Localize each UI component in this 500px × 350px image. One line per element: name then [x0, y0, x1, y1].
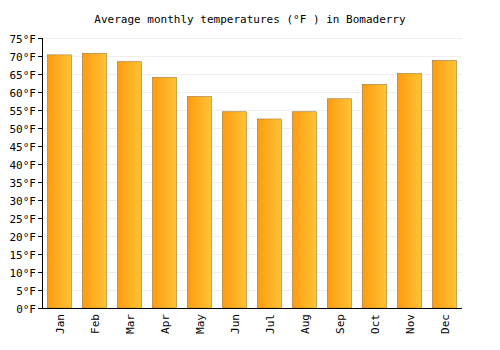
- tick-label: 55°F: [10, 105, 37, 118]
- tick-mark: [38, 236, 42, 237]
- tick-mark: [38, 164, 42, 165]
- bar-shade: [118, 62, 142, 308]
- tick-mark: [38, 254, 42, 255]
- y-axis: [42, 38, 43, 308]
- tick-mark: [38, 218, 42, 219]
- category-label: Oct: [369, 314, 382, 334]
- bar: [433, 61, 457, 308]
- tick-mark: [38, 182, 42, 183]
- category-label: Nov: [404, 314, 417, 334]
- bars: [48, 53, 457, 308]
- bar: [293, 112, 317, 308]
- tick-mark: [38, 272, 42, 273]
- category-label: Mar: [124, 314, 137, 334]
- category-label: Feb: [89, 314, 102, 334]
- tick-mark: [38, 56, 42, 57]
- tick-mark: [38, 146, 42, 147]
- tick-mark: [38, 74, 42, 75]
- bar: [83, 53, 107, 308]
- category-label: Aug: [299, 314, 312, 334]
- tick-label: 5°F: [16, 285, 36, 298]
- bar-shade: [363, 84, 387, 308]
- x-axis: [42, 308, 462, 309]
- category-label: Sep: [334, 314, 347, 334]
- tick-label: 15°F: [10, 249, 37, 262]
- bar: [153, 78, 177, 308]
- bar: [223, 112, 247, 308]
- bar: [48, 55, 72, 308]
- tick-label: 25°F: [10, 213, 37, 226]
- tick-label: 40°F: [10, 159, 37, 172]
- category-label: Jul: [264, 314, 277, 334]
- bar: [328, 99, 352, 308]
- bar-shade: [328, 99, 352, 308]
- tick-label: 75°F: [10, 33, 37, 46]
- tick-label: 35°F: [10, 177, 37, 190]
- tick-mark: [38, 110, 42, 111]
- category-label: Apr: [159, 314, 172, 334]
- tick-label: 45°F: [10, 141, 37, 154]
- tick-mark: [38, 128, 42, 129]
- tick-mark: [38, 308, 42, 309]
- category-label: Dec: [439, 314, 452, 334]
- grid-line: [42, 308, 462, 309]
- bar-shade: [293, 112, 317, 308]
- tick-label: 20°F: [10, 231, 37, 244]
- tick-mark: [38, 290, 42, 291]
- bar-shade: [223, 112, 247, 308]
- bar-shade: [83, 53, 107, 308]
- category-label: Jun: [229, 314, 242, 334]
- tick-mark: [38, 38, 42, 39]
- tick-label: 30°F: [10, 195, 37, 208]
- chart: Average monthly temperatures (°F ) in Bo…: [0, 0, 500, 350]
- bar: [188, 97, 212, 308]
- tick-mark: [38, 92, 42, 93]
- tick-mark: [38, 200, 42, 201]
- bar: [398, 74, 422, 308]
- category-label: Jan: [54, 314, 67, 334]
- bar-shade: [153, 78, 177, 308]
- bar-shade: [188, 97, 212, 308]
- grid-line: [42, 38, 462, 39]
- bar: [363, 84, 387, 308]
- tick-label: 0°F: [16, 303, 36, 316]
- bar-shade: [48, 55, 72, 308]
- tick-label: 60°F: [10, 87, 37, 100]
- bar-shade: [433, 61, 457, 308]
- bar-shade: [398, 74, 422, 308]
- tick-label: 50°F: [10, 123, 37, 136]
- bar-shade: [258, 119, 282, 308]
- bar: [118, 62, 142, 308]
- tick-label: 65°F: [10, 69, 37, 82]
- title: Average monthly temperatures (°F ) in Bo…: [94, 13, 406, 26]
- category-label: May: [194, 314, 207, 334]
- tick-label: 10°F: [10, 267, 37, 280]
- bar: [258, 119, 282, 308]
- tick-label: 70°F: [10, 51, 37, 64]
